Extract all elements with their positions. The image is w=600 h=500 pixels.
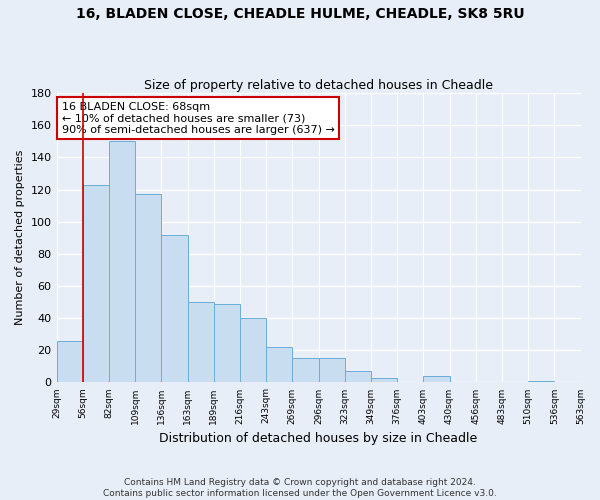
- Bar: [56, 340, 83, 382]
- Text: 16, BLADEN CLOSE, CHEADLE HULME, CHEADLE, SK8 5RU: 16, BLADEN CLOSE, CHEADLE HULME, CHEADLE…: [76, 8, 524, 22]
- X-axis label: Distribution of detached houses by size in Cheadle: Distribution of detached houses by size …: [160, 432, 478, 445]
- Bar: [83, 185, 109, 382]
- Bar: [240, 318, 266, 382]
- Bar: [188, 302, 214, 382]
- Bar: [266, 347, 292, 382]
- Title: Size of property relative to detached houses in Cheadle: Size of property relative to detached ho…: [144, 79, 493, 92]
- Bar: [424, 376, 449, 382]
- Bar: [371, 378, 397, 382]
- Text: 16 BLADEN CLOSE: 68sqm
← 10% of detached houses are smaller (73)
90% of semi-det: 16 BLADEN CLOSE: 68sqm ← 10% of detached…: [62, 102, 335, 135]
- Bar: [135, 194, 161, 382]
- Bar: [345, 371, 371, 382]
- Y-axis label: Number of detached properties: Number of detached properties: [15, 150, 25, 326]
- Bar: [319, 358, 345, 382]
- Text: Contains HM Land Registry data © Crown copyright and database right 2024.
Contai: Contains HM Land Registry data © Crown c…: [103, 478, 497, 498]
- Bar: [214, 304, 240, 382]
- Bar: [109, 142, 135, 382]
- Bar: [528, 381, 554, 382]
- Bar: [292, 358, 319, 382]
- Bar: [161, 234, 188, 382]
